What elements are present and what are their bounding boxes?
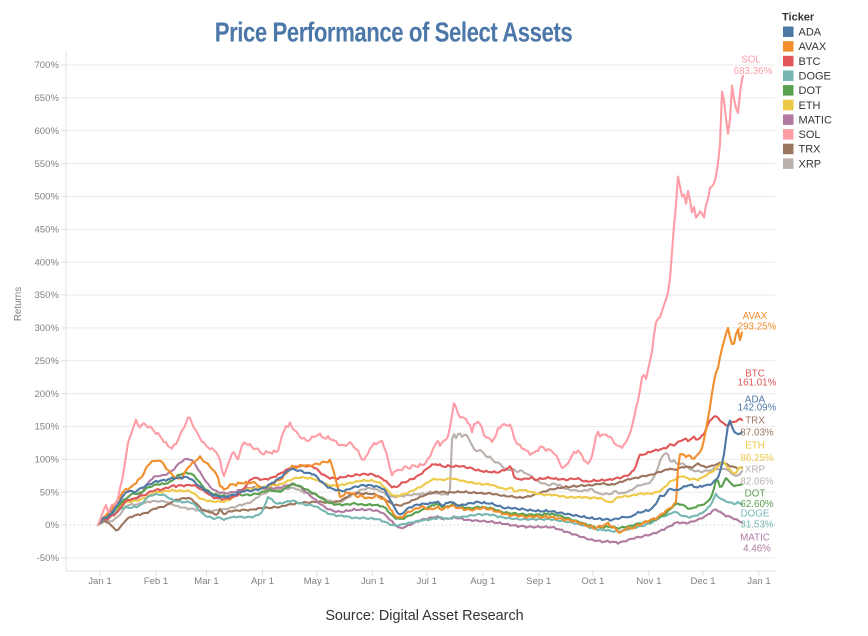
svg-text:700%: 700% <box>34 60 59 71</box>
svg-text:Oct 1: Oct 1 <box>581 576 604 587</box>
svg-text:May 1: May 1 <box>304 576 330 587</box>
svg-text:86.25%: 86.25% <box>740 453 774 464</box>
svg-text:Jul 1: Jul 1 <box>417 576 437 587</box>
svg-text:Jun 1: Jun 1 <box>361 576 384 587</box>
svg-text:Jan 1: Jan 1 <box>88 576 111 587</box>
svg-text:293.25%: 293.25% <box>738 322 777 333</box>
svg-text:BTC: BTC <box>745 369 765 380</box>
svg-text:MATIC: MATIC <box>799 114 832 126</box>
svg-text:Aug 1: Aug 1 <box>470 576 495 587</box>
svg-text:300%: 300% <box>34 323 59 334</box>
svg-text:Sep 1: Sep 1 <box>526 576 551 587</box>
svg-text:DOT: DOT <box>799 85 823 97</box>
svg-text:DOGE: DOGE <box>799 71 831 83</box>
svg-text:350%: 350% <box>34 290 59 301</box>
svg-text:4.46%: 4.46% <box>743 544 771 555</box>
svg-text:DOT: DOT <box>745 489 766 500</box>
svg-text:200%: 200% <box>34 389 59 400</box>
svg-text:MATIC: MATIC <box>740 533 770 544</box>
svg-text:TRX: TRX <box>799 144 822 156</box>
svg-text:ADA: ADA <box>799 27 822 39</box>
svg-text:Apr 1: Apr 1 <box>251 576 274 587</box>
svg-text:161.01%: 161.01% <box>738 378 777 389</box>
svg-text:Returns: Returns <box>13 287 24 321</box>
svg-text:683.36%: 683.36% <box>734 66 773 77</box>
svg-text:31.53%: 31.53% <box>740 520 774 531</box>
svg-text:600%: 600% <box>34 126 59 137</box>
svg-text:142.09%: 142.09% <box>738 403 777 414</box>
svg-text:87.03%: 87.03% <box>740 428 774 439</box>
svg-text:Feb 1: Feb 1 <box>144 576 169 587</box>
svg-text:250%: 250% <box>34 356 59 367</box>
svg-text:ETH: ETH <box>745 441 765 452</box>
svg-text:TRX: TRX <box>745 416 765 427</box>
svg-text:Dec 1: Dec 1 <box>690 576 715 587</box>
svg-text:650%: 650% <box>34 93 59 104</box>
svg-text:550%: 550% <box>34 159 59 170</box>
svg-text:BTC: BTC <box>799 56 821 68</box>
svg-text:500%: 500% <box>34 192 59 203</box>
svg-text:82.06%: 82.06% <box>740 477 774 488</box>
svg-text:ETH: ETH <box>799 100 821 112</box>
svg-text:DOGE: DOGE <box>741 509 770 520</box>
svg-text:XRP: XRP <box>799 158 822 170</box>
svg-text:AVAX: AVAX <box>799 41 827 53</box>
svg-text:400%: 400% <box>34 257 59 268</box>
svg-text:150%: 150% <box>34 422 59 433</box>
svg-text:AVAX: AVAX <box>743 311 768 322</box>
svg-text:50%: 50% <box>40 487 60 498</box>
svg-text:SOL: SOL <box>741 55 761 66</box>
svg-text:SOL: SOL <box>799 129 821 141</box>
svg-text:450%: 450% <box>34 225 59 236</box>
svg-text:100%: 100% <box>34 455 59 466</box>
svg-text:0%: 0% <box>45 520 59 531</box>
svg-text:ADA: ADA <box>745 395 766 406</box>
svg-text:62.60%: 62.60% <box>740 499 774 510</box>
svg-text:Mar 1: Mar 1 <box>194 576 219 587</box>
svg-text:XRP: XRP <box>745 465 766 476</box>
svg-text:Jan 1: Jan 1 <box>747 576 770 587</box>
svg-text:-50%: -50% <box>37 553 60 564</box>
svg-text:Ticker: Ticker <box>782 12 815 24</box>
svg-text:Nov 1: Nov 1 <box>636 576 661 587</box>
